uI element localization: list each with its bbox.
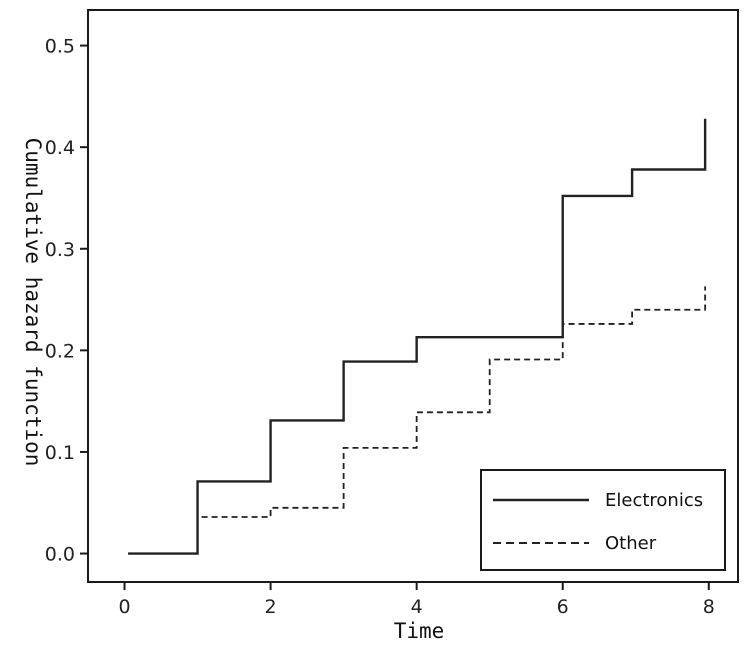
legend-label-other: Other <box>605 533 657 554</box>
x-axis-title: Time <box>394 619 445 643</box>
x-axis-ticks: 0 2 4 6 8 <box>118 582 715 618</box>
legend-box <box>480 469 726 571</box>
x-tick-label: 0 <box>118 596 130 618</box>
y-tick-label: 0.3 <box>45 239 75 261</box>
y-axis-ticks: 0.0 0.1 0.2 0.3 0.4 0.5 <box>45 36 88 566</box>
legend-label-electronics: Electronics <box>605 490 703 511</box>
y-tick-label: 0.1 <box>45 442 75 464</box>
x-tick-label: 2 <box>265 596 277 618</box>
legend: Electronics Other <box>480 469 726 571</box>
y-tick-label: 0.0 <box>45 544 75 566</box>
y-axis-title: Cumulative hazard function <box>21 138 45 467</box>
series-line-other <box>128 286 707 555</box>
y-tick-label: 0.5 <box>45 36 75 58</box>
x-tick-label: 4 <box>411 596 423 618</box>
plot-frame <box>87 9 739 583</box>
y-tick-label: 0.4 <box>45 137 75 159</box>
series-line-electronics <box>128 118 707 555</box>
x-tick-label: 6 <box>557 596 569 618</box>
series-lines <box>128 118 707 555</box>
x-tick-label: 8 <box>703 596 715 618</box>
y-tick-label: 0.2 <box>45 340 75 362</box>
